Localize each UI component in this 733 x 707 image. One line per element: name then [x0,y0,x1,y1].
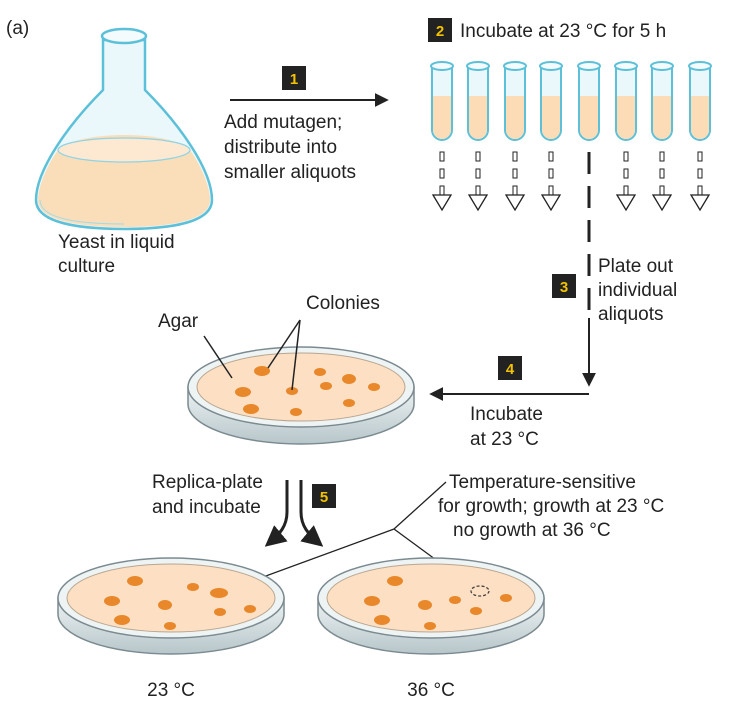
step-3-number: 3 [560,279,568,296]
step-5-line1: Replica-plate [152,472,263,493]
colony [424,622,436,630]
colony [342,374,356,384]
split-arrow [264,480,324,547]
petri-dish-main [187,346,415,445]
test-tube [577,61,601,141]
colony [210,588,228,598]
down-arrow-icon [467,151,489,212]
colonies-pointer-1 [267,319,301,369]
step-3-line1: Plate out [598,256,674,277]
colonies-label: Colonies [306,293,380,314]
step-1-line2: distribute into [224,137,337,158]
plate-23c-label: 23 °C [147,680,195,701]
colonies-pointer-2 [291,319,301,391]
colony [374,615,390,625]
test-tubes [430,61,712,212]
step-3-line2: individual [598,280,677,301]
test-tube [539,61,563,141]
down-arrow-icon [615,151,637,212]
step-1-badge: 1 [282,66,306,90]
step-1-number: 1 [290,71,298,88]
step-1-line3: smaller aliquots [224,162,356,183]
test-tube [614,61,638,141]
colony [127,576,143,586]
test-tube [503,61,527,141]
test-tube [650,61,674,141]
step-2-badge: 2 [428,18,452,42]
step-3-badge: 3 [552,274,576,298]
colony [187,583,199,591]
agar-pointer [203,335,233,379]
step-4-line1: Incubate [470,404,543,425]
step-1-line1: Add mutagen; [224,112,342,133]
ts-note-line1: Temperature-sensitive [449,472,636,493]
flask-caption-line1: Yeast in liquid [58,232,175,253]
step-2-text: Incubate at 23 °C for 5 h [460,21,666,42]
step-3-line3: aliquots [598,304,664,325]
colony [320,382,332,390]
down-arrow-icon [431,151,453,212]
colony [290,408,302,416]
colony [500,594,512,602]
step-4-badge: 4 [498,356,522,380]
colony [114,615,130,625]
step-5-line2: and incubate [152,497,261,518]
down-arrow-icon [540,151,562,212]
colony [158,600,172,610]
step-4-line2: at 23 °C [470,429,539,450]
colony [314,368,326,376]
colony [470,607,482,615]
colony [164,622,176,630]
colony [364,596,380,606]
flask-icon [34,27,214,231]
colony [368,383,380,391]
colony [104,596,120,606]
main-dish-colonies [235,366,380,416]
ts-note-line3: no growth at 36 °C [453,520,611,541]
colony [343,399,355,407]
colony [243,404,259,414]
step-5-badge: 5 [312,484,336,508]
test-tube [466,61,490,141]
left-dish-colonies [104,576,256,630]
step-4-number: 4 [506,361,515,378]
colony [244,605,256,613]
petri-dish-36c [317,557,545,655]
colony [214,608,226,616]
plate-36c-label: 36 °C [407,680,455,701]
down-arrow-icon [504,151,526,212]
step-5-number: 5 [320,489,328,506]
colony [418,600,432,610]
flask-caption-line2: culture [58,256,115,277]
agar-label: Agar [158,311,199,332]
colony [235,387,251,397]
ts-note-line2: for growth; growth at 23 °C [438,496,664,517]
colony [286,387,298,395]
test-tube [688,61,712,141]
panel-label: (a) [6,18,29,39]
down-arrow-icon [651,151,673,212]
step-2-number: 2 [436,23,444,40]
missing-colony-outline [470,585,490,597]
petri-dish-23c [57,557,285,655]
colony [387,576,403,586]
down-arrow-icon [689,151,711,212]
test-tube [430,61,454,141]
right-dish-colonies [364,576,512,630]
colony [254,366,270,376]
colony [449,596,461,604]
